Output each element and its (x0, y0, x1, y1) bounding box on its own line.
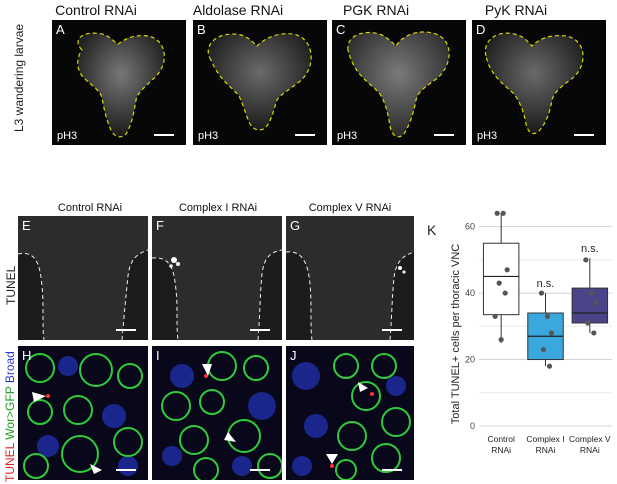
panel-a: A pH3 (52, 20, 186, 145)
brain-outline-d (484, 32, 584, 135)
significance-label: n.s. (537, 278, 555, 290)
vnc-outline-e (18, 216, 148, 340)
scale-bar-c (434, 134, 454, 136)
scale-bar-g (382, 329, 402, 331)
data-point (544, 313, 551, 319)
label-worgfp: Wor>GFP (3, 386, 17, 444)
panel-b-marker: pH3 (198, 130, 219, 142)
category-label: Control (487, 434, 515, 444)
data-point (504, 267, 510, 273)
brain-outline-a (77, 32, 165, 138)
data-point (496, 280, 502, 286)
data-point (538, 290, 545, 296)
panel-g-title: Complex V RNAi (308, 202, 392, 214)
label-tunel: TUNEL (3, 443, 17, 482)
panel-e: E (18, 216, 148, 340)
panel-a-letter: A (56, 22, 65, 37)
fluor-image-i (152, 346, 282, 480)
brain-outline-b (207, 33, 312, 131)
vnc-outline-f (152, 216, 282, 340)
panel-d-title: PyK RNAi (484, 2, 548, 18)
panel-a-title: Control RNAi (55, 2, 137, 18)
scale-bar-j (382, 469, 402, 471)
scale-bar-b (295, 134, 315, 136)
scale-bar-f (250, 329, 270, 331)
y-tick-label: 0 (470, 421, 475, 431)
box (482, 242, 520, 316)
panel-d-letter: D (476, 22, 486, 37)
scale-bar-i (250, 469, 270, 471)
panel-g: G (286, 216, 414, 340)
panel-e-title: Control RNAi (57, 202, 123, 214)
y-axis-label: Total TUNEL+ cells per thoracic VNC (450, 244, 462, 425)
panel-f: F (152, 216, 282, 340)
significance-label: n.s. (581, 243, 599, 255)
category-label: Complex V (569, 434, 611, 444)
data-point (494, 210, 500, 216)
panel-c-title: PGK RNAi (342, 2, 410, 18)
scale-bar-d (574, 134, 594, 136)
y-tick-label: 60 (465, 222, 475, 232)
panel-h-letter: H (22, 348, 32, 363)
panel-d: D pH3 (472, 20, 606, 145)
panel-f-letter: F (156, 218, 164, 233)
data-point (540, 346, 547, 353)
panel-g-letter: G (290, 218, 301, 233)
scale-bar-a (154, 134, 174, 136)
category-label: RNAi (536, 445, 556, 455)
data-point (492, 313, 498, 319)
category-label: RNAi (580, 445, 600, 455)
data-point (589, 290, 595, 296)
top-row-label: L3 wandering larvae (12, 23, 26, 132)
middle-row-label: TUNEL (4, 265, 18, 305)
category-label: RNAi (491, 445, 511, 455)
y-tick-label: 20 (465, 355, 475, 365)
panel-d-marker: pH3 (477, 130, 498, 142)
label-broad: Broad (3, 351, 17, 387)
panel-e-letter: E (22, 218, 31, 233)
category-label: Complex I (526, 434, 564, 444)
panel-f-title: Complex I RNAi (178, 202, 258, 214)
data-point (546, 363, 553, 369)
panel-c-marker: pH3 (337, 130, 358, 142)
brain-outline-c (347, 31, 450, 138)
bottom-row-label: TUNEL Wor>GFP Broad (3, 351, 17, 482)
panel-k-letter: K (427, 222, 437, 238)
data-point (591, 330, 597, 336)
panel-j-letter: J (290, 348, 297, 363)
scale-bar-e (116, 329, 136, 331)
data-point (500, 210, 506, 216)
panel-i-letter: I (156, 348, 160, 363)
data-point (583, 257, 589, 263)
panel-i: I (152, 346, 282, 480)
data-point (593, 300, 599, 306)
panel-a-marker: pH3 (57, 130, 78, 142)
panel-b: B pH3 (193, 20, 327, 145)
data-point (502, 290, 508, 296)
scale-bar-h (116, 469, 136, 471)
vnc-outline-g (286, 216, 414, 340)
panel-b-title: Aldolase RNAi (192, 2, 284, 18)
y-tick-label: 40 (465, 288, 475, 298)
data-point (498, 337, 504, 343)
panel-c-letter: C (336, 22, 346, 37)
fluor-image-j (286, 346, 414, 480)
data-point (548, 330, 555, 336)
data-point (585, 320, 591, 326)
fluor-image-h (18, 346, 148, 480)
panel-b-letter: B (197, 22, 206, 37)
panel-j: J (286, 346, 414, 480)
panel-h: H (18, 346, 148, 480)
panel-c: C pH3 (332, 20, 466, 145)
